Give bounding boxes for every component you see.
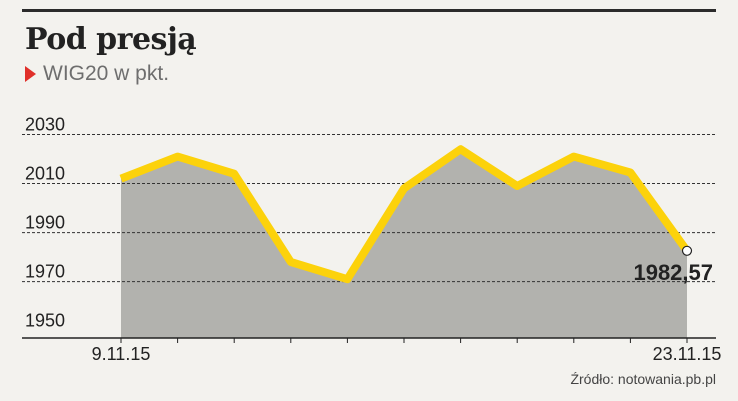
x-tick-label-0: 9.11.15 — [92, 344, 151, 364]
subtitle-text: WIG20 w pkt. — [43, 62, 170, 85]
y-tick-label-1950: 1950 — [25, 311, 65, 331]
chart-title: Pod presją — [25, 22, 197, 57]
x-tick-label-10: 23.11.15 — [653, 344, 722, 364]
y-tick-label-1970: 1970 — [25, 262, 65, 282]
last-point-marker — [681, 245, 693, 256]
source-note: Źródło: notowania.pb.pl — [570, 371, 716, 387]
series-line — [119, 145, 691, 284]
red-triangle-icon — [25, 66, 36, 82]
area-fill — [121, 149, 687, 338]
last-value-label: 1982,57 — [633, 260, 713, 285]
chart-subtitle: WIG20 w pkt. — [25, 62, 169, 86]
y-tick-label-2030: 2030 — [25, 115, 65, 135]
y-tick-label-2010: 2010 — [25, 164, 65, 184]
top-rule — [22, 9, 716, 12]
y-tick-label-1990: 1990 — [25, 213, 65, 233]
